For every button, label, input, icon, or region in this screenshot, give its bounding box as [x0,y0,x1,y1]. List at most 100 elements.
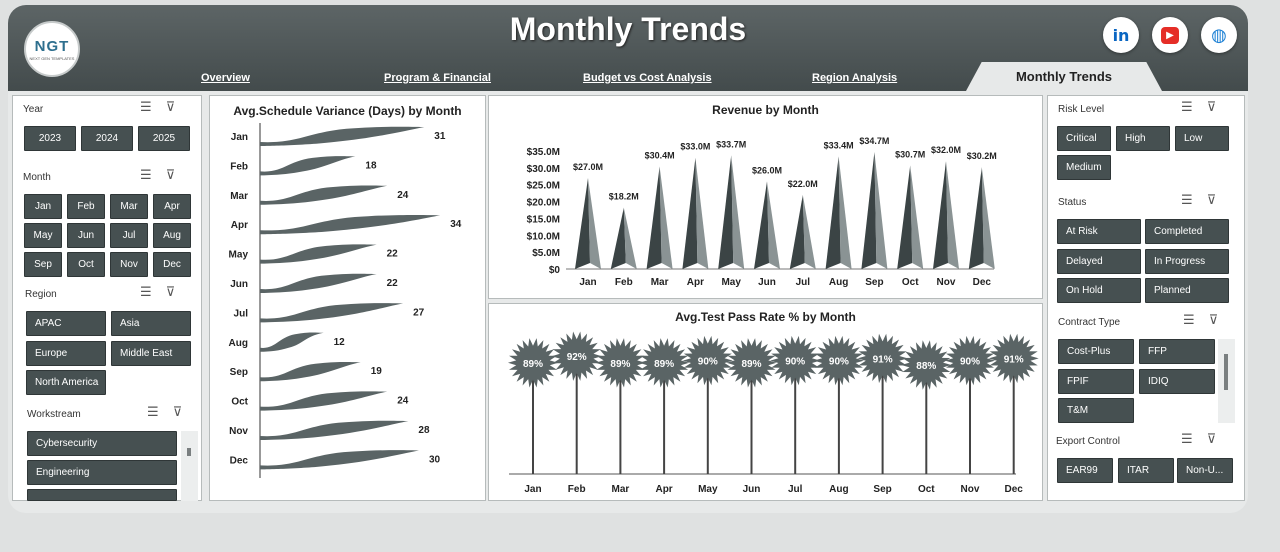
logo-text: NGT [34,37,70,55]
month-apr-button[interactable]: Apr [153,194,191,219]
region-asia-button[interactable]: Asia [111,311,191,336]
nav-region-analysis[interactable]: Region Analysis [812,72,898,84]
revenue-x-tick-label: Nov [937,277,956,288]
region-europe-button[interactable]: Europe [26,341,106,366]
multi-select-icon[interactable]: ☰ [1181,193,1193,208]
month-tick-label: May [229,250,249,261]
schedule-variance-bar [260,273,377,293]
region-apac-button[interactable]: APAC [26,311,106,336]
month-jun-button[interactable]: Jun [67,223,105,248]
pass-rate-data-label: 92% [567,352,587,363]
month-aug-button[interactable]: Aug [153,223,191,248]
nav-budget-vs-cost[interactable]: Budget vs Cost Analysis [583,72,712,84]
month-nov-button[interactable]: Nov [110,252,148,277]
clear-filter-icon[interactable]: ⊽ [1206,193,1217,208]
revenue-pyramid-bar [825,156,841,269]
contract-cost-plus-button[interactable]: Cost-Plus [1058,339,1134,364]
nav-program-financial[interactable]: Program & Financial [384,72,491,84]
clear-filter-icon[interactable]: ⊽ [1206,432,1217,447]
risk-high-button[interactable]: High [1116,126,1170,151]
contract-scrollbar[interactable] [1218,339,1235,423]
workstream-partial-button[interactable] [27,489,177,501]
schedule-variance-bar [260,214,441,235]
pass-rate-data-label: 89% [741,359,761,370]
contract-ffp-button[interactable]: FFP [1139,339,1215,364]
revenue-pyramid-bar [897,165,913,269]
schedule-variance-data-label: 27 [413,307,425,318]
risk-low-button[interactable]: Low [1175,126,1229,151]
status-planned-button[interactable]: Planned [1145,278,1229,303]
linkedin-button[interactable]: in [1103,17,1139,53]
scrollbar-thumb[interactable] [187,448,191,456]
clear-filter-icon[interactable]: ⊽ [1208,313,1219,328]
multi-select-icon[interactable]: ☰ [1181,432,1193,447]
multi-select-icon[interactable]: ☰ [140,168,152,183]
pass-rate-x-tick-label: Aug [829,484,848,495]
schedule-variance-bar [260,391,388,411]
status-at-risk-button[interactable]: At Risk [1057,219,1141,244]
pass-rate-data-label: 89% [654,359,674,370]
pass-rate-burst-marker [813,335,864,386]
multi-select-icon[interactable]: ☰ [1181,100,1193,115]
scrollbar-thumb[interactable] [1224,354,1228,390]
multi-select-icon[interactable]: ☰ [147,405,159,420]
website-button[interactable]: ◍ [1201,17,1237,53]
multi-select-icon[interactable]: ☰ [140,100,152,115]
revenue-data-label: $30.2M [967,151,997,161]
region-north-america-button[interactable]: North America [26,370,106,395]
pass-rate-x-tick-label: Feb [568,484,586,495]
month-jan-button[interactable]: Jan [24,194,62,219]
month-may-button[interactable]: May [24,223,62,248]
clear-filter-icon[interactable]: ⊽ [172,405,183,420]
status-in-progress-button[interactable]: In Progress [1145,249,1229,274]
clear-filter-icon[interactable]: ⊽ [165,168,176,183]
month-tick-label: Mar [230,191,248,202]
pass-rate-data-label: 91% [1004,354,1024,365]
risk-medium-button[interactable]: Medium [1057,155,1111,180]
month-sep-button[interactable]: Sep [24,252,62,277]
month-tick-label: Nov [229,426,248,437]
month-oct-button[interactable]: Oct [67,252,105,277]
status-delayed-button[interactable]: Delayed [1057,249,1141,274]
clear-filter-icon[interactable]: ⊽ [1206,100,1217,115]
month-dec-button[interactable]: Dec [153,252,191,277]
year-2025-button[interactable]: 2025 [138,126,190,151]
revenue-x-tick-label: Aug [829,277,848,288]
month-jul-button[interactable]: Jul [110,223,148,248]
year-2024-button[interactable]: 2024 [81,126,133,151]
contract-fpif-button[interactable]: FPIF [1058,369,1134,394]
export-ear99-button[interactable]: EAR99 [1057,458,1113,483]
company-logo: NGT NEXT GEN TEMPLATES [24,21,80,77]
clear-filter-icon[interactable]: ⊽ [165,285,176,300]
month-feb-button[interactable]: Feb [67,194,105,219]
pass-rate-data-label: 89% [610,359,630,370]
month-tick-label: Feb [230,161,248,172]
export-non-us-button[interactable]: Non-U... [1177,458,1233,483]
clear-filter-icon[interactable]: ⊽ [165,100,176,115]
youtube-button[interactable]: ▶ [1152,17,1188,53]
nav-overview[interactable]: Overview [201,72,250,84]
export-itar-button[interactable]: ITAR [1118,458,1174,483]
revenue-data-label: $33.4M [824,140,854,150]
contract-tm-button[interactable]: T&M [1058,398,1134,423]
workstream-scrollbar[interactable] [181,431,198,501]
risk-critical-button[interactable]: Critical [1057,126,1111,151]
revenue-data-label: $26.0M [752,165,782,175]
region-slicer-title: Region [25,289,57,300]
schedule-variance-chart: Avg.Schedule Variance (Days) by Month Ja… [209,95,486,501]
status-on-hold-button[interactable]: On Hold [1057,278,1141,303]
contract-idiq-button[interactable]: IDIQ [1139,369,1215,394]
tab-monthly-trends[interactable]: Monthly Trends [966,62,1162,91]
workstream-engineering-button[interactable]: Engineering [27,460,177,485]
multi-select-icon[interactable]: ☰ [1183,313,1195,328]
multi-select-icon[interactable]: ☰ [140,285,152,300]
region-middle-east-button[interactable]: Middle East [111,341,191,366]
month-mar-button[interactable]: Mar [110,194,148,219]
pass-rate-x-tick-label: Apr [655,484,672,495]
workstream-cybersecurity-button[interactable]: Cybersecurity [27,431,177,456]
pass-rate-x-tick-label: Nov [961,484,980,495]
schedule-variance-data-label: 18 [365,160,377,171]
pass-rate-data-label: 90% [785,357,805,368]
year-2023-button[interactable]: 2023 [24,126,76,151]
status-completed-button[interactable]: Completed [1145,219,1229,244]
